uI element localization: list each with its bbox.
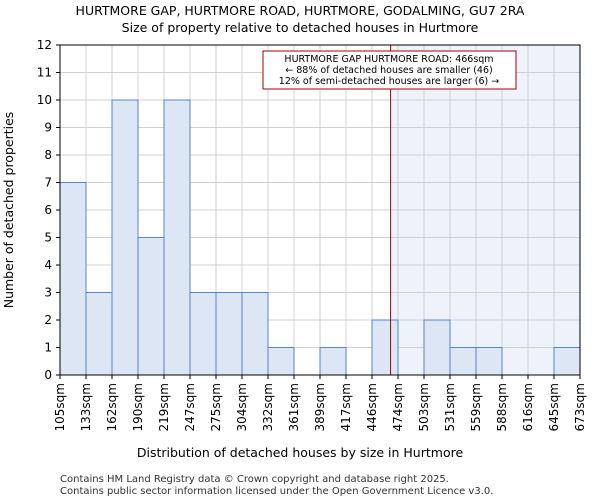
x-tick-label: 133sqm — [79, 383, 93, 431]
x-tick-label: 162sqm — [105, 383, 119, 431]
footer-line-2: Contains public sector information licen… — [60, 486, 493, 497]
y-tick-label: 11 — [37, 66, 52, 80]
y-tick-label: 8 — [44, 148, 52, 162]
annotation-line-1: HURTMORE GAP HURTMORE ROAD: 466sqm — [284, 54, 493, 65]
bar — [137, 237, 165, 376]
bar — [111, 99, 139, 376]
y-tick-label: 4 — [44, 258, 52, 272]
x-tick-label: 531sqm — [443, 383, 457, 431]
annotation-box: HURTMORE GAP HURTMORE ROAD: 466sqm ← 88%… — [262, 50, 517, 90]
x-tick-label: 190sqm — [131, 383, 145, 431]
y-tick-label: 5 — [44, 231, 52, 245]
y-tick-label: 6 — [44, 203, 52, 217]
bar — [163, 99, 191, 376]
y-tick-label: 1 — [44, 341, 52, 355]
bar — [59, 182, 87, 376]
bar — [449, 347, 477, 376]
bar — [85, 292, 113, 376]
x-tick-label: 304sqm — [235, 383, 249, 431]
bar — [475, 347, 503, 376]
x-tick-label: 503sqm — [417, 383, 431, 431]
annotation-line-3: 12% of semi-detached houses are larger (… — [279, 76, 499, 87]
y-tick-label: 10 — [37, 93, 52, 107]
annotation-border — [262, 50, 517, 90]
bar — [319, 347, 347, 376]
x-axis-label: Distribution of detached houses by size … — [137, 445, 464, 460]
x-tick-label: 332sqm — [261, 383, 275, 431]
x-tick-label: 417sqm — [339, 383, 353, 431]
x-tick-label: 247sqm — [183, 383, 197, 431]
bar — [423, 319, 451, 376]
x-tick-label: 361sqm — [287, 383, 301, 431]
y-axis-label: Number of detached properties — [1, 112, 16, 309]
x-tick-label: 474sqm — [391, 383, 405, 431]
footer-line-1: Contains HM Land Registry data © Crown c… — [60, 474, 449, 485]
y-tick-label: 9 — [44, 121, 52, 135]
y-tick-label: 12 — [37, 38, 52, 52]
annotation-line-2: ← 88% of detached houses are smaller (46… — [285, 65, 492, 76]
x-tick-label: 645sqm — [547, 383, 561, 431]
bar — [267, 347, 295, 376]
x-tick-label: 275sqm — [209, 383, 223, 431]
x-tick-label: 219sqm — [157, 383, 171, 431]
x-tick-label: 389sqm — [313, 383, 327, 431]
bar — [215, 292, 243, 376]
y-tick-label: 0 — [44, 368, 52, 382]
x-tick-label: 105sqm — [53, 383, 67, 431]
x-tick-label: 616sqm — [521, 383, 535, 431]
x-tick-label: 673sqm — [573, 383, 587, 431]
x-tick-label: 588sqm — [495, 383, 509, 431]
bar — [189, 292, 217, 376]
y-tick-label: 3 — [44, 286, 52, 300]
bar — [553, 347, 581, 376]
bar — [371, 319, 399, 376]
y-tick-label: 2 — [44, 313, 52, 327]
bar — [241, 292, 269, 376]
y-tick-label: 7 — [44, 176, 52, 190]
x-tick-label: 559sqm — [469, 383, 483, 431]
x-tick-label: 446sqm — [365, 383, 379, 431]
chart-subtitle: Size of property relative to detached ho… — [122, 20, 479, 35]
chart-title: HURTMORE GAP, HURTMORE ROAD, HURTMORE, G… — [76, 3, 525, 18]
